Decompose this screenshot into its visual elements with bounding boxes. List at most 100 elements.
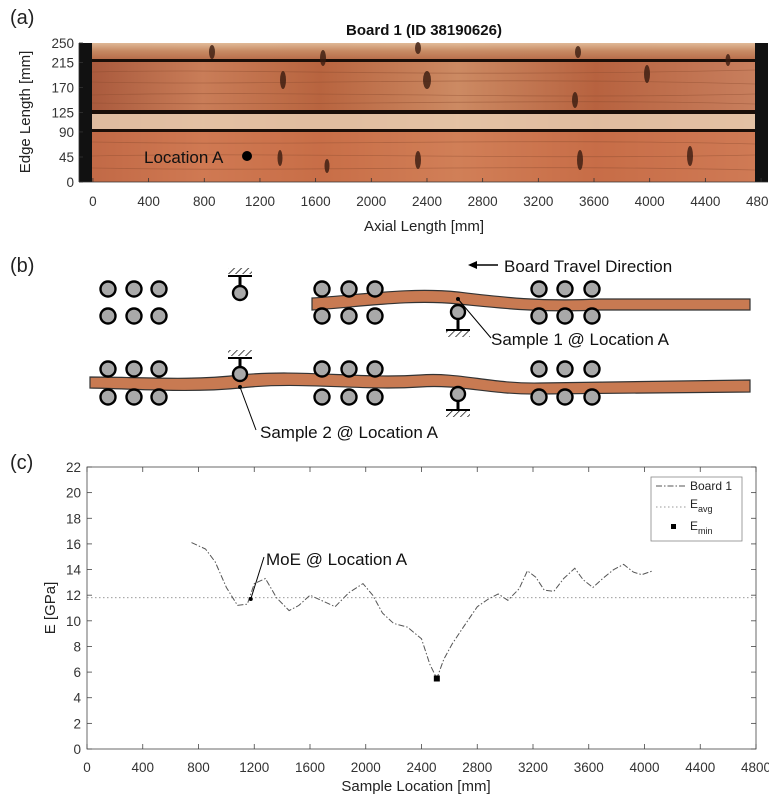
moe-annotation-label: MoE @ Location A bbox=[266, 550, 408, 569]
panel-b-label: (b) bbox=[10, 255, 34, 277]
roller bbox=[125, 307, 143, 325]
roller bbox=[556, 280, 574, 298]
roller bbox=[150, 388, 168, 406]
roller bbox=[313, 388, 331, 406]
panel-c-y-ticks: 0 2 4 6 8 10 12 14 16 18 20 22 bbox=[66, 460, 756, 757]
sample-2-leader bbox=[239, 386, 257, 431]
a-xtick-label: 3200 bbox=[523, 194, 553, 209]
a-ytick-label: 125 bbox=[51, 106, 74, 121]
c-xtick-label: 4400 bbox=[685, 760, 715, 775]
panel-a-x-ticks: 0 400 800 1200 1600 2000 2400 2800 3200 3600 4000 4… bbox=[89, 178, 769, 209]
roller bbox=[125, 360, 143, 378]
a-xtick-label: 2000 bbox=[356, 194, 386, 209]
roller bbox=[99, 388, 117, 406]
a-ytick-label: 250 bbox=[51, 36, 74, 51]
c-ytick-label: 8 bbox=[73, 639, 81, 654]
moe-annotation-leader bbox=[250, 556, 265, 600]
a-xtick-label: 0 bbox=[89, 194, 97, 209]
location-a-label: Location A bbox=[144, 148, 224, 167]
roller bbox=[99, 280, 117, 298]
sample-1-label: Sample 1 @ Location A bbox=[491, 330, 670, 349]
a-xtick-label: 1200 bbox=[245, 194, 275, 209]
roller bbox=[556, 388, 574, 406]
sample-2-label: Sample 2 @ Location A bbox=[260, 423, 439, 442]
c-ytick-label: 10 bbox=[66, 614, 81, 629]
roller bbox=[150, 360, 168, 378]
bottom-support-1 bbox=[446, 303, 470, 337]
panel-a-title: Board 1 (ID 38190626) bbox=[346, 22, 502, 39]
roller bbox=[530, 307, 548, 325]
a-xtick-label: 4800 bbox=[746, 194, 769, 209]
panel-c-y-axis-label: E [GPa] bbox=[42, 582, 59, 635]
roller bbox=[366, 307, 384, 325]
panel-a-label: (a) bbox=[10, 7, 34, 29]
roller bbox=[340, 280, 358, 298]
roller bbox=[313, 280, 331, 298]
travel-direction-arrow bbox=[468, 261, 498, 269]
c-ytick-label: 12 bbox=[66, 588, 81, 603]
roller bbox=[530, 388, 548, 406]
roller bbox=[340, 388, 358, 406]
panel-a-y-ticks: 0 45 90 125 170 215 250 bbox=[51, 36, 83, 190]
a-ytick-label: 90 bbox=[59, 125, 74, 140]
c-ytick-label: 16 bbox=[66, 537, 81, 552]
a-xtick-label: 800 bbox=[193, 194, 216, 209]
top-support-2 bbox=[228, 350, 252, 383]
c-xtick-label: 800 bbox=[187, 760, 210, 775]
panel-c-label: (c) bbox=[10, 452, 33, 474]
roller bbox=[583, 388, 601, 406]
roller bbox=[530, 360, 548, 378]
a-xtick-label: 3600 bbox=[579, 194, 609, 209]
c-xtick-label: 1600 bbox=[295, 760, 325, 775]
panel-c-x-axis-label: Sample Location [mm] bbox=[341, 778, 490, 794]
board-scan-image bbox=[79, 42, 768, 182]
travel-direction-label: Board Travel Direction bbox=[504, 257, 672, 276]
c-xtick-label: 4800 bbox=[741, 760, 769, 775]
c-ytick-label: 22 bbox=[66, 460, 81, 475]
top-support-1 bbox=[228, 268, 252, 302]
a-xtick-label: 4400 bbox=[690, 194, 720, 209]
roller bbox=[583, 360, 601, 378]
roller bbox=[313, 360, 331, 378]
roller bbox=[125, 280, 143, 298]
roller bbox=[556, 307, 574, 325]
c-xtick-label: 0 bbox=[83, 760, 91, 775]
c-ytick-label: 4 bbox=[73, 691, 81, 706]
a-ytick-label: 0 bbox=[66, 175, 74, 190]
roller bbox=[340, 360, 358, 378]
legend-eavg: Eavg bbox=[690, 497, 713, 514]
roller bbox=[313, 307, 331, 325]
legend-board: Board 1 bbox=[690, 479, 732, 493]
c-ytick-label: 6 bbox=[73, 665, 81, 680]
roller bbox=[556, 360, 574, 378]
a-xtick-label: 1600 bbox=[301, 194, 331, 209]
roller bbox=[366, 388, 384, 406]
roller bbox=[150, 280, 168, 298]
roller bbox=[583, 280, 601, 298]
c-xtick-label: 1200 bbox=[239, 760, 269, 775]
c-xtick-label: 2800 bbox=[462, 760, 492, 775]
series-line-board-1 bbox=[191, 542, 654, 680]
c-ytick-label: 18 bbox=[66, 511, 81, 526]
c-ytick-label: 14 bbox=[66, 563, 82, 578]
sample-1-leader bbox=[457, 298, 492, 339]
a-ytick-label: 170 bbox=[51, 80, 74, 95]
a-ytick-label: 45 bbox=[59, 150, 74, 165]
roller bbox=[366, 280, 384, 298]
legend: Board 1 Eavg Emin bbox=[650, 476, 743, 542]
c-xtick-label: 2400 bbox=[406, 760, 436, 775]
bottom-support-2 bbox=[446, 385, 470, 417]
c-ytick-label: 2 bbox=[73, 716, 81, 731]
c-xtick-label: 4000 bbox=[629, 760, 659, 775]
roller bbox=[366, 360, 384, 378]
panel-a-y-axis-label: Edge Length [mm] bbox=[17, 51, 34, 174]
e-min-marker bbox=[433, 675, 440, 682]
roller bbox=[99, 307, 117, 325]
c-xtick-label: 400 bbox=[131, 760, 154, 775]
roller bbox=[125, 388, 143, 406]
a-xtick-label: 400 bbox=[137, 194, 160, 209]
board-sample-2 bbox=[89, 372, 751, 395]
c-xtick-label: 2000 bbox=[351, 760, 381, 775]
c-ytick-label: 20 bbox=[66, 486, 81, 501]
